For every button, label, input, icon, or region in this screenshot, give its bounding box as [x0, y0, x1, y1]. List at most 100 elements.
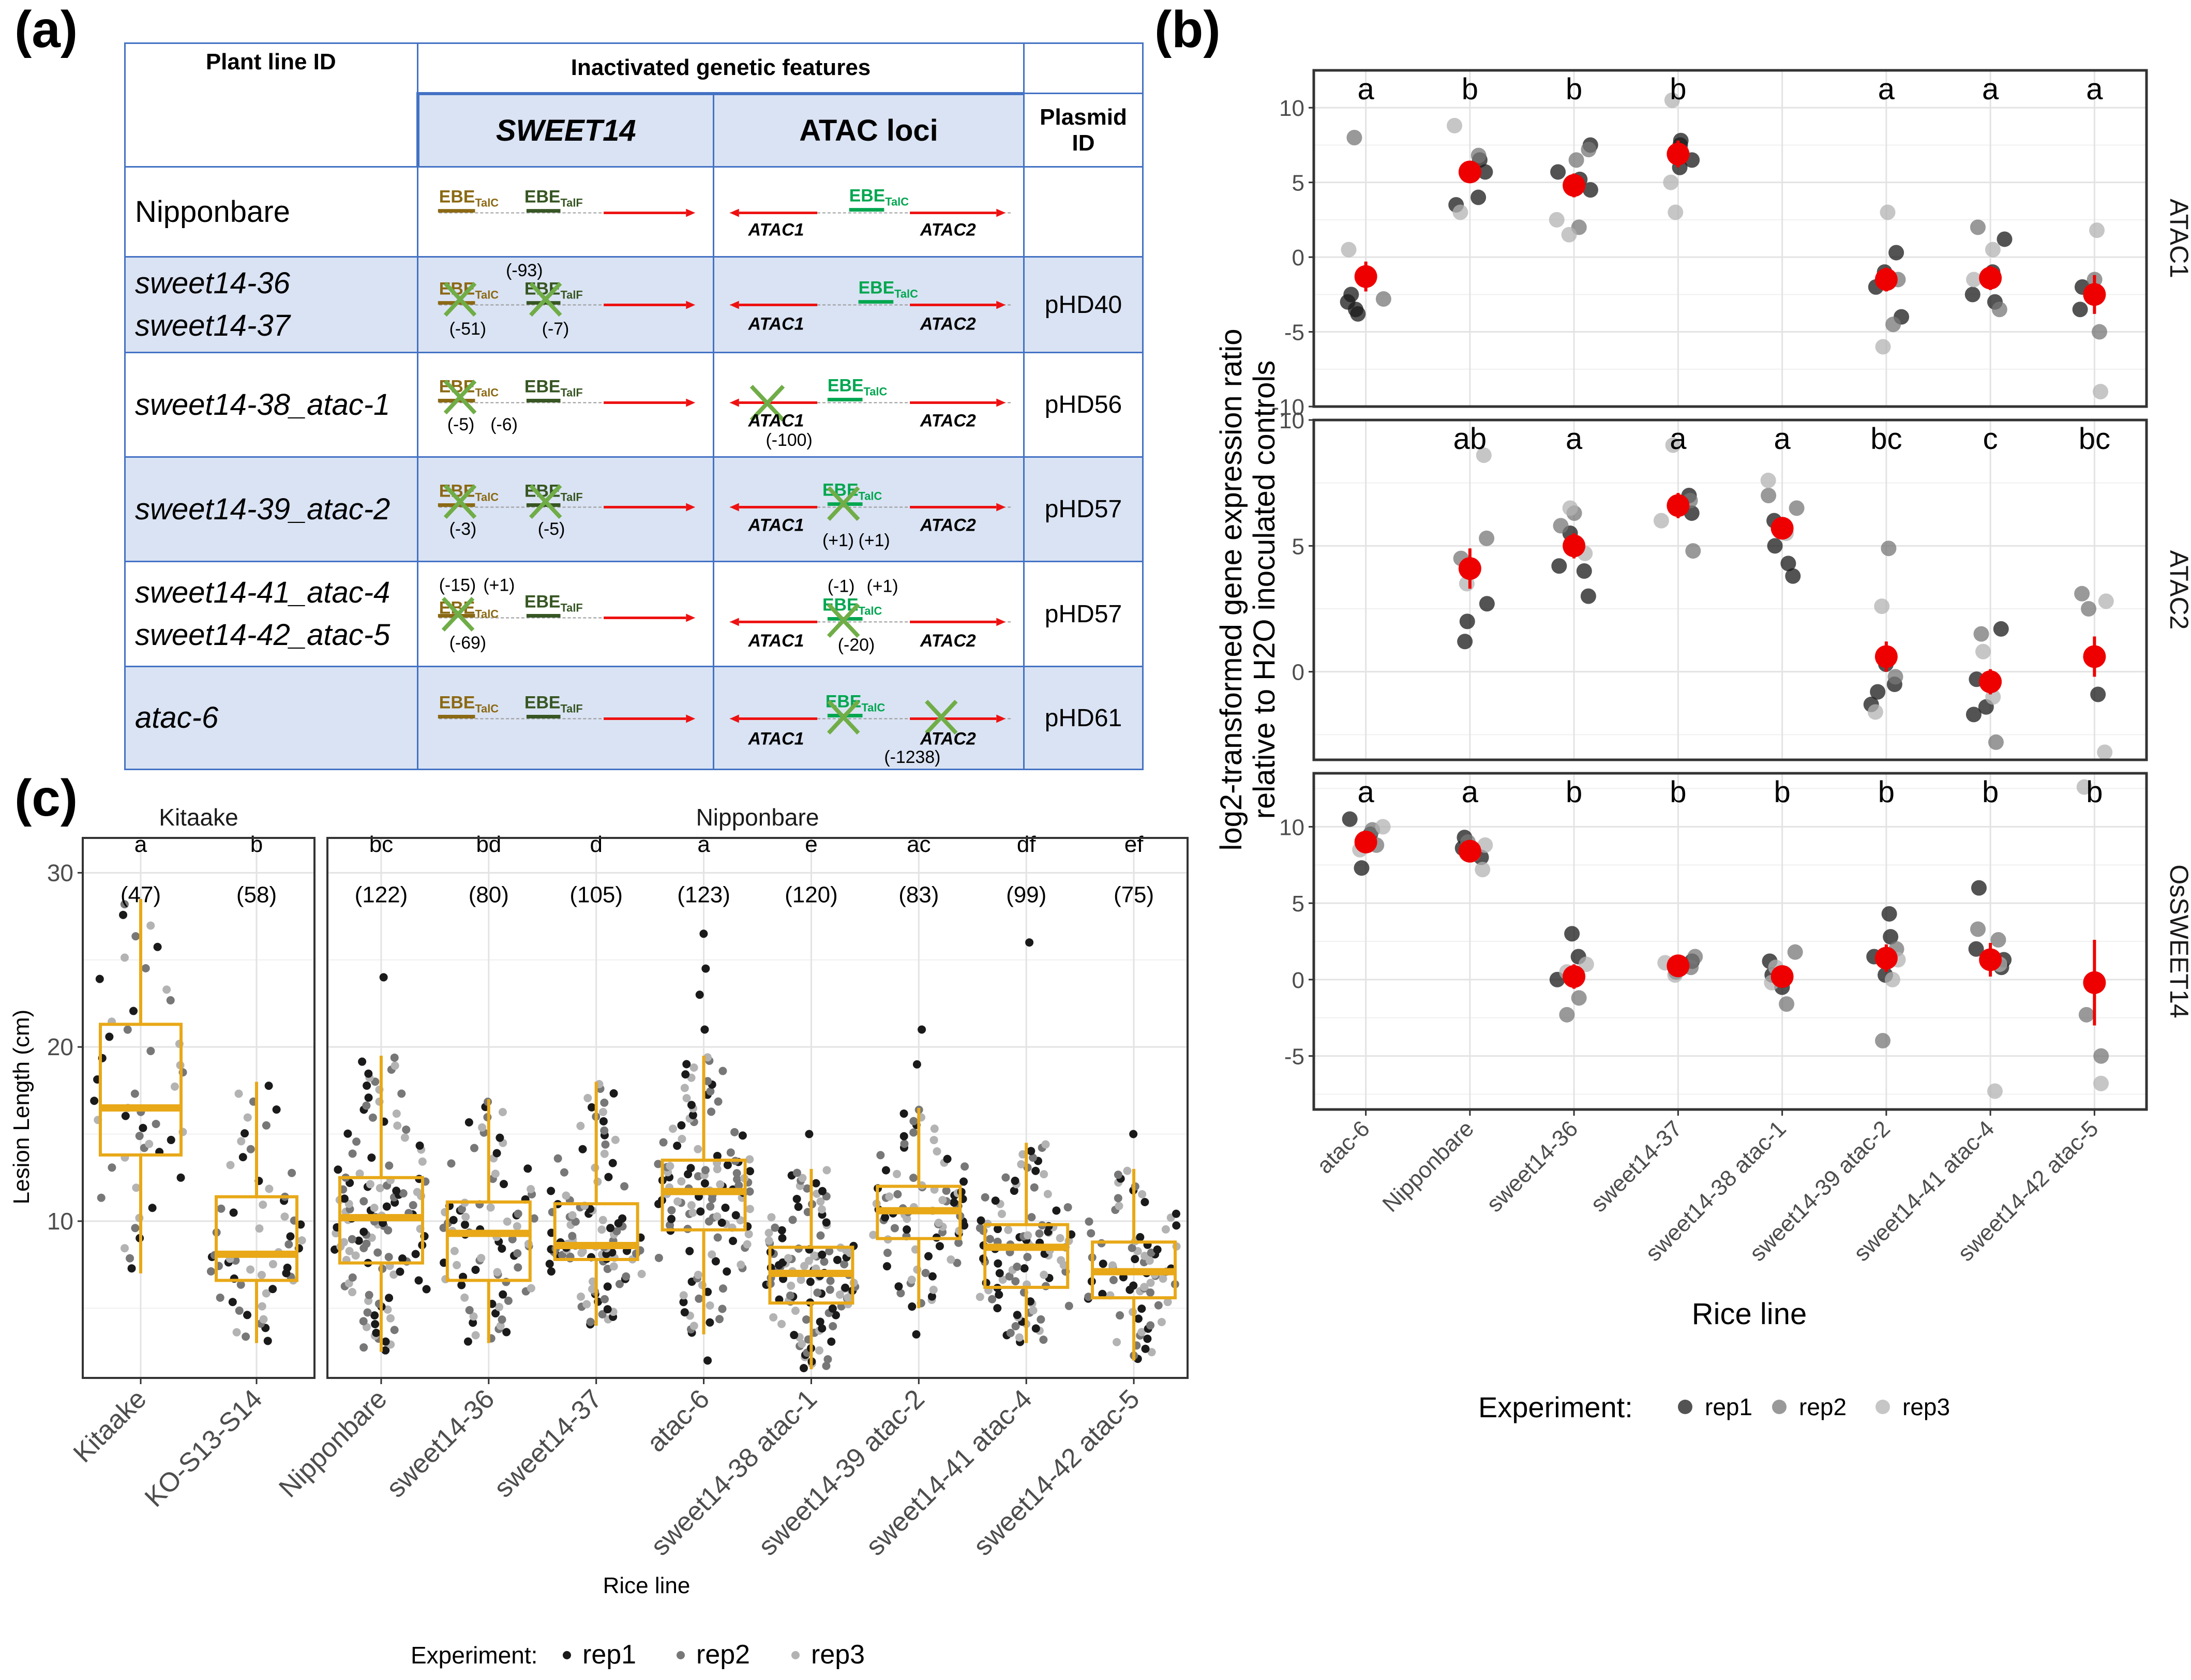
data-point [503, 1217, 512, 1226]
data-point [744, 1229, 753, 1238]
data-point [1581, 142, 1597, 158]
data-point [588, 1285, 597, 1294]
data-point [701, 1166, 710, 1175]
mean-point [1979, 948, 2002, 971]
data-point [1057, 1256, 1066, 1265]
data-point [666, 1162, 674, 1171]
legend-label: rep2 [696, 1640, 750, 1670]
data-point [449, 1216, 458, 1224]
data-point [723, 1161, 732, 1169]
data-point [577, 1292, 586, 1301]
significance-letter: c [1983, 422, 1998, 456]
table-row: sweet14-36 sweet14-37 EBETalC EBETalF (-9… [124, 256, 1144, 354]
data-point [618, 1214, 627, 1223]
data-point [371, 1319, 380, 1328]
facet-border [1312, 418, 2148, 761]
data-point [1477, 164, 1493, 180]
data-point [514, 1209, 522, 1218]
data-point [738, 1131, 747, 1140]
data-point [1040, 1170, 1048, 1179]
x-axis-title: Rice line [1692, 1297, 1807, 1331]
plasmid-id: pHD57 [1023, 456, 1144, 563]
panel-label-c: (c) [14, 769, 78, 827]
box [553, 1202, 639, 1261]
significance-letter: d [590, 832, 602, 857]
data-point [1550, 164, 1566, 180]
data-point [283, 1264, 292, 1272]
facet-nipponbare: Nipponbare bc (122) Nipponbare bd (80) sweet14… [273, 804, 1189, 1562]
data-point [120, 900, 129, 909]
data-point [885, 1192, 894, 1201]
data-point [899, 1132, 908, 1141]
sample-count: (80) [469, 882, 509, 908]
data-point [373, 1248, 382, 1257]
data-point [491, 1309, 500, 1318]
data-point [568, 1232, 577, 1240]
data-point [571, 1217, 580, 1226]
data-point [818, 1187, 827, 1195]
data-point [711, 1257, 720, 1266]
data-point [869, 1231, 878, 1239]
data-point [899, 1109, 908, 1118]
data-point [730, 1128, 739, 1136]
data-point [1163, 1298, 1172, 1307]
data-point [694, 1145, 702, 1153]
data-point [1760, 472, 1776, 488]
data-point [726, 1148, 735, 1157]
legend-swatch [677, 1651, 685, 1659]
data-point [829, 1322, 837, 1330]
genotype-table: Plant line ID Inactivated genetic featur… [124, 42, 1144, 771]
data-point [2081, 601, 2097, 617]
data-point [216, 1293, 224, 1302]
data-point [464, 1118, 473, 1127]
significance-letter: ac [907, 832, 931, 857]
data-point [1561, 227, 1577, 243]
data-point [708, 1250, 716, 1259]
data-point [603, 1305, 612, 1314]
data-point [654, 1160, 663, 1168]
lesion-chart: Kitaakea(47)Kitaakeb(58)KO-S13-S14Nippon… [9, 804, 1189, 1670]
data-point [745, 1187, 754, 1196]
data-point [993, 1304, 1002, 1313]
data-point [637, 1270, 646, 1279]
cross-mark [529, 484, 562, 519]
data-point [825, 1247, 834, 1255]
atac2-label: ATAC2 [920, 411, 976, 431]
y-tick-label: 5 [1292, 534, 1304, 559]
data-point [606, 1224, 615, 1233]
sample-count: (123) [677, 882, 730, 908]
data-point [694, 1270, 702, 1279]
data-point [1580, 588, 1596, 604]
data-point [422, 1285, 431, 1294]
data-point [130, 1089, 139, 1098]
significance-letter: b [2086, 775, 2103, 809]
significance-letter: ef [1124, 832, 1144, 857]
data-point [603, 1265, 612, 1273]
data-point [1665, 437, 1681, 453]
data-point [822, 1361, 831, 1370]
plant-line-name: sweet14-41_atac-4 [135, 576, 391, 610]
ebe-talf-label: EBETalF [524, 592, 583, 614]
data-point [391, 1061, 399, 1070]
data-point [265, 1184, 274, 1193]
y-tick-label: -5 [1284, 320, 1304, 346]
table-row: sweet14-39_atac-2 EBETalC EBETalF (-3) (… [124, 456, 1144, 563]
data-point [1161, 1225, 1170, 1234]
data-point [392, 1187, 401, 1195]
data-point [1147, 1348, 1156, 1357]
data-point [1885, 317, 1901, 333]
mean-point [1979, 266, 2002, 290]
mutation-note: (-51) [449, 319, 486, 339]
significance-letter: b [250, 832, 263, 857]
significance-letter: b [1566, 72, 1582, 106]
data-point [268, 1260, 277, 1269]
data-point [1875, 1033, 1891, 1049]
data-point [365, 1291, 373, 1299]
data-point [392, 1109, 401, 1118]
facet-border [1312, 69, 2148, 408]
mutation-note: (-20) [838, 635, 875, 655]
facet-strip-label: ATAC2 [2165, 550, 2191, 630]
data-point [1037, 1315, 1045, 1324]
data-point [1031, 1324, 1040, 1333]
data-point [1789, 500, 1805, 516]
